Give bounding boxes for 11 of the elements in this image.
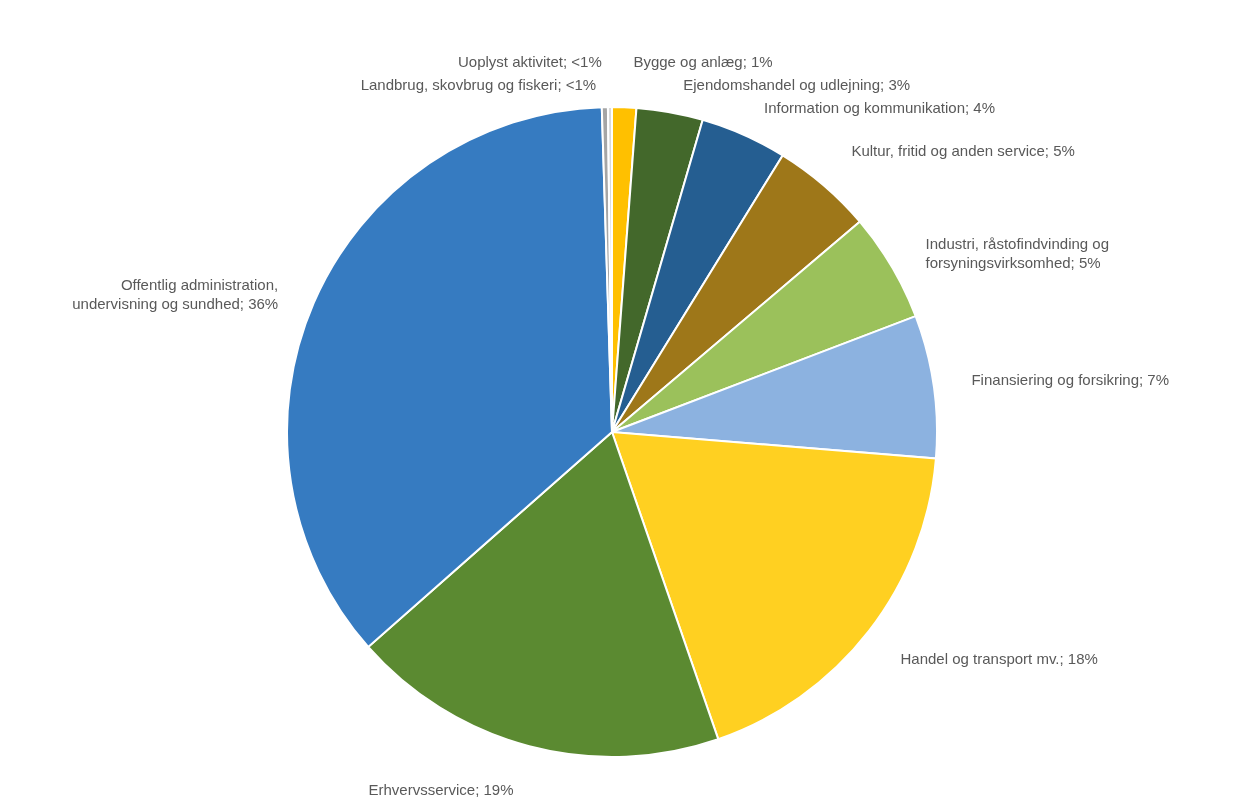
- slice-label: Uoplyst aktivitet; <1%: [457, 53, 602, 71]
- slice-label: Information og kommunikation; 4%: [764, 99, 995, 117]
- slice-label: Handel og transport mv.; 18%: [900, 649, 1098, 667]
- slice-label: Finansiering og forsikring; 7%: [971, 370, 1170, 388]
- slice-label: Erhvervsservice; 19%: [368, 780, 514, 798]
- slice-label: Offentlig administration, undervisning og sundhed; 36%: [72, 276, 279, 313]
- slice-label: Kultur, fritid og anden service; 5%: [851, 142, 1075, 160]
- slice-label: Industri, råstofindvinding og forsyningsvirksomhed; 5%: [925, 234, 1110, 271]
- slice-label: Landbrug, skovbrug og fiskeri; <1%: [360, 76, 597, 94]
- slice-label: Bygge og anlæg; 1%: [633, 53, 773, 71]
- slice-label: Ejendomshandel og udlejning; 3%: [683, 76, 911, 94]
